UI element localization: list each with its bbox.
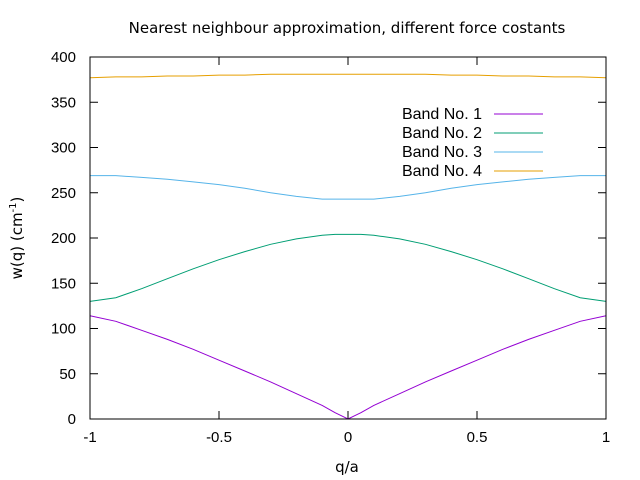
y-tick-label: 50 xyxy=(59,366,76,383)
legend-label-band-3: Band No. 3 xyxy=(402,144,482,161)
y-tick-label: 100 xyxy=(51,321,76,338)
y-tick-label: 0 xyxy=(68,411,76,428)
y-axis-label-close: ) xyxy=(8,197,26,203)
x-tick-label: 0 xyxy=(344,429,352,446)
series-line-band-4 xyxy=(89,73,607,79)
x-tick-label: 0.5 xyxy=(467,429,488,446)
series-line-band-3 xyxy=(90,175,606,200)
chart-title: Nearest neighbour approximation, differe… xyxy=(129,19,566,37)
y-axis-label-superscript: -1 xyxy=(8,202,19,212)
series-line-band-2 xyxy=(89,233,607,302)
axis-ticks: 0 50 100 150 200 250 300 350 400 -1 -0.5 0 0.5 1 xyxy=(51,49,610,446)
legend: Band No. 1 Band No. 2 Band No. 3 Band No. 4 xyxy=(402,106,543,180)
y-tick-label: 200 xyxy=(51,230,76,247)
y-tick-label: 250 xyxy=(51,185,76,202)
legend-label-band-4: Band No. 4 xyxy=(402,163,482,180)
y-tick-label: 300 xyxy=(51,140,76,157)
x-tick-label: -1 xyxy=(83,429,96,446)
y-tick-label: 350 xyxy=(51,94,76,111)
y-tick-label: 400 xyxy=(51,49,76,66)
x-tick-label: 1 xyxy=(602,429,610,446)
y-tick-label: 150 xyxy=(51,275,76,292)
plot-frame xyxy=(89,56,607,420)
x-tick-label: -0.5 xyxy=(206,429,232,446)
x-axis-label: q/a xyxy=(335,458,359,476)
y-axis-label: w(q) (cm-1) xyxy=(8,197,26,280)
y-axis-label-main: w(q) (cm xyxy=(8,212,26,279)
legend-label-band-1: Band No. 1 xyxy=(402,106,482,123)
legend-label-band-2: Band No. 2 xyxy=(402,125,482,142)
